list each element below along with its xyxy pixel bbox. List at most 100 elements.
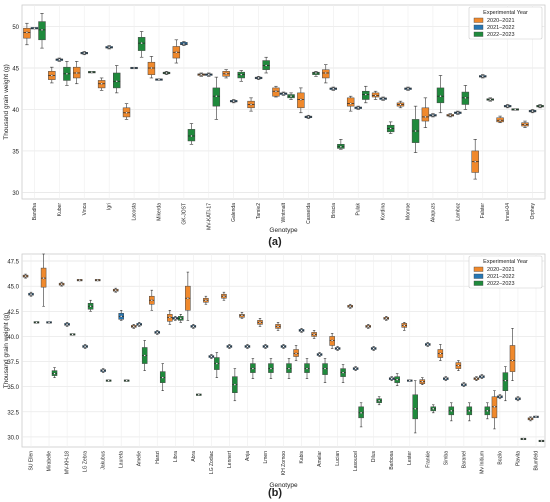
box-mean-dot [258, 321, 262, 324]
x-tick-label: Libra [173, 451, 179, 462]
box-mean-dot [516, 397, 519, 400]
x-tick-label: Kuber [57, 203, 63, 217]
x-tick-label: MV-KATI-17 [206, 203, 212, 230]
box-mean-dot [431, 114, 434, 117]
box-mean-dot [190, 134, 193, 138]
box-mean-dot [444, 377, 447, 380]
box-mean-dot [233, 383, 236, 386]
box-mean-dot [175, 51, 178, 54]
box-mean-dot [269, 367, 272, 370]
legend-box [468, 255, 543, 289]
box-mean-dot [342, 371, 345, 374]
y-axis-label: Thousand grain weight (g) [3, 64, 10, 140]
box-body [509, 345, 516, 372]
y-tick-label: 30 [12, 191, 19, 197]
box-mean-dot [143, 354, 146, 357]
box-mean-dot [378, 399, 381, 402]
legend-entry: 2022–2023 [487, 281, 515, 287]
x-tick-label: Orphey [530, 203, 536, 220]
box-mean-dot [385, 317, 388, 320]
legend-swatch [473, 31, 484, 37]
box-mean-dot [336, 347, 339, 350]
box-mean-dot [90, 71, 93, 74]
x-tick-label: Mv Initium [479, 451, 485, 474]
box-mean-dot [29, 293, 33, 296]
legend-entry: 2021–2022 [487, 274, 515, 280]
legend-entry: 2022–2023 [487, 32, 515, 38]
box-mean-dot [424, 115, 427, 118]
box-mean-dot [287, 367, 291, 370]
x-tick-label: Lacosta [132, 203, 138, 221]
box-mean-dot [474, 160, 477, 163]
x-tick-label: Simba [443, 451, 449, 465]
x-tick-label: Bozilo [497, 451, 503, 465]
x-tick-label: Baranel [461, 451, 467, 468]
y-axis-label: Thousand grain weight (g) [3, 313, 10, 389]
x-tick-label: Lmen [263, 451, 269, 464]
y-tick-label: 50 [12, 25, 19, 31]
box-body [421, 107, 430, 122]
box-mean-dot [75, 71, 78, 75]
box-mean-dot [493, 405, 496, 408]
box-mean-dot [374, 94, 377, 97]
box-mean-dot [251, 367, 254, 370]
legend-box [468, 6, 543, 40]
box-mean-dot [323, 367, 327, 370]
box-mean-dot [276, 325, 280, 328]
box-mean-dot [414, 129, 417, 133]
box-mean-dot [289, 95, 293, 98]
box-mean-dot [274, 90, 278, 93]
x-tick-label: Amelie [137, 451, 143, 467]
x-tick-label: LG Zodiac [209, 451, 215, 475]
box-mean-dot [300, 329, 303, 332]
box-mean-dot [439, 352, 442, 355]
box-mean-dot [382, 97, 385, 100]
x-tick-label: Jakubus [101, 451, 107, 470]
x-tick-label: Bandha [32, 203, 38, 220]
box-mean-dot [50, 74, 53, 77]
box-mean-dot [324, 71, 327, 75]
box-mean-dot [33, 27, 36, 30]
legend-title: Experimental Year [483, 259, 528, 265]
x-tick-label: Lamboz [455, 203, 461, 221]
box-mean-dot [367, 325, 370, 328]
box-mean-dot [48, 321, 51, 324]
box-mean-dot [125, 111, 128, 114]
box-mean-dot [539, 105, 542, 108]
box-mean-dot [389, 127, 392, 130]
box-mean-dot [364, 93, 367, 96]
box-body [412, 394, 418, 420]
box-mean-dot [197, 393, 200, 396]
box-mean-dot [150, 66, 153, 70]
box-mean-dot [540, 439, 543, 443]
x-tick-label: Akapuzs [430, 203, 436, 223]
chart-panel-a: 30 35 40 45 50 Bandha Kuber Vinca Igri Lacosta Mik… [3, 4, 546, 234]
box-mean-dot [133, 66, 136, 70]
box-mean-dot [499, 119, 502, 122]
box-mean-dot [354, 367, 357, 370]
box-mean-dot [318, 353, 321, 356]
box-mean-dot [468, 409, 471, 412]
legend-entry: 2021–2022 [487, 25, 515, 31]
x-tick-label: Wintmalt [281, 202, 287, 222]
x-tick-label: Dilus [371, 451, 377, 463]
x-tick-label: KH Zornoo [281, 451, 287, 475]
box-mean-dot [102, 369, 105, 372]
x-tick-label: Mirabelle [47, 451, 53, 472]
legend-entry: 2020–2021 [487, 267, 515, 273]
y-tick-label: 32.5 [7, 410, 19, 416]
box-mean-dot [504, 379, 507, 382]
box-mean-dot [138, 323, 141, 326]
box-mean-dot [108, 46, 111, 49]
x-tick-label: Falster [480, 203, 486, 219]
box-mean-dot [165, 71, 168, 75]
box-mean-dot [489, 98, 492, 101]
box-mean-dot [331, 339, 334, 342]
x-tick-label: Abra [191, 451, 197, 462]
box-mean-dot [25, 31, 28, 34]
box-mean-dot [60, 283, 63, 286]
box-mean-dot [200, 73, 203, 76]
box-mean-dot [339, 145, 342, 148]
box-mean-dot [305, 367, 309, 370]
